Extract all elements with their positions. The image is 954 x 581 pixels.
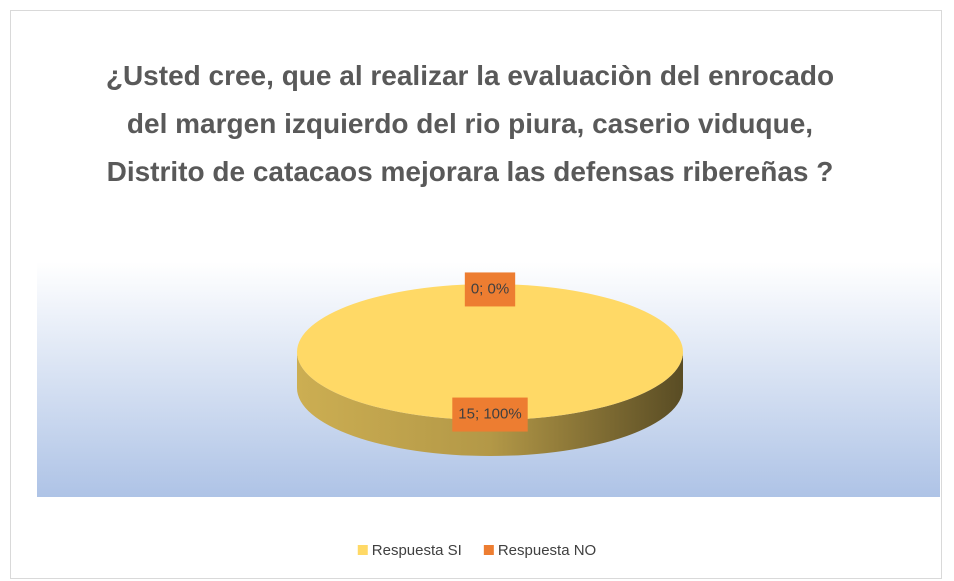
legend-swatch — [483, 545, 494, 555]
pie-side — [297, 352, 683, 456]
pie-slice — [297, 284, 683, 420]
data-label: 0; 0% — [471, 280, 509, 297]
legend-swatch — [357, 545, 368, 555]
data-label-box — [464, 272, 516, 307]
chart-frame — [10, 10, 942, 579]
data-label: 15; 100% — [458, 406, 521, 423]
legend-label: Respuesta NO — [498, 542, 596, 559]
legend-label: Respuesta SI — [372, 542, 462, 559]
data-label-box — [452, 397, 528, 432]
chart-title: ¿Usted cree, que al realizar la evaluaci… — [105, 60, 835, 187]
